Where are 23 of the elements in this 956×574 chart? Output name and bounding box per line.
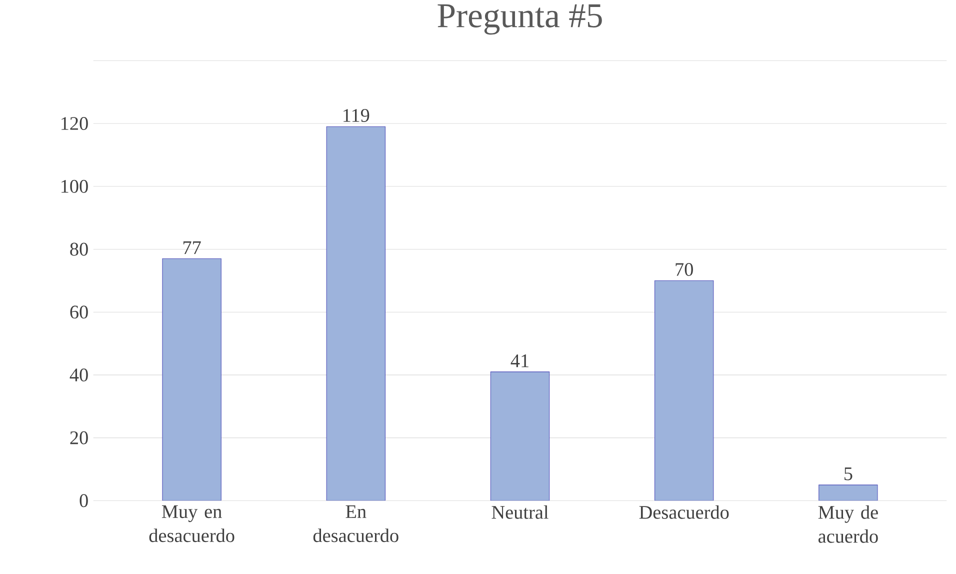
data-label: 70: [676, 262, 693, 276]
x-tick-label: En desacuerdo: [313, 505, 398, 542]
y-tick-label: 120: [62, 117, 88, 130]
bar: [818, 484, 878, 501]
y-tick-label: 60: [70, 306, 88, 319]
chart-title: Pregunta #5: [438, 4, 602, 35]
bar: [654, 280, 714, 501]
bar: [326, 126, 386, 501]
y-tick-label: 40: [70, 368, 88, 382]
x-tick-label: Muy de acuerdo: [818, 505, 878, 543]
x-tick-label: Muy en desacuerdo: [149, 505, 234, 542]
data-label: 77: [183, 241, 201, 254]
bar: [162, 258, 222, 501]
data-label: 41: [510, 354, 528, 368]
y-tick-label: 0: [80, 494, 88, 508]
y-tick-label: 20: [70, 431, 88, 444]
y-tick-label: 100: [62, 180, 88, 193]
x-tick-label: Desacuerdo: [639, 505, 729, 519]
y-tick-label: 80: [70, 242, 88, 256]
data-label: 119: [344, 109, 370, 122]
bar: [490, 372, 550, 501]
data-label: 5: [844, 467, 852, 480]
x-tick-label: Neutral: [492, 505, 548, 519]
